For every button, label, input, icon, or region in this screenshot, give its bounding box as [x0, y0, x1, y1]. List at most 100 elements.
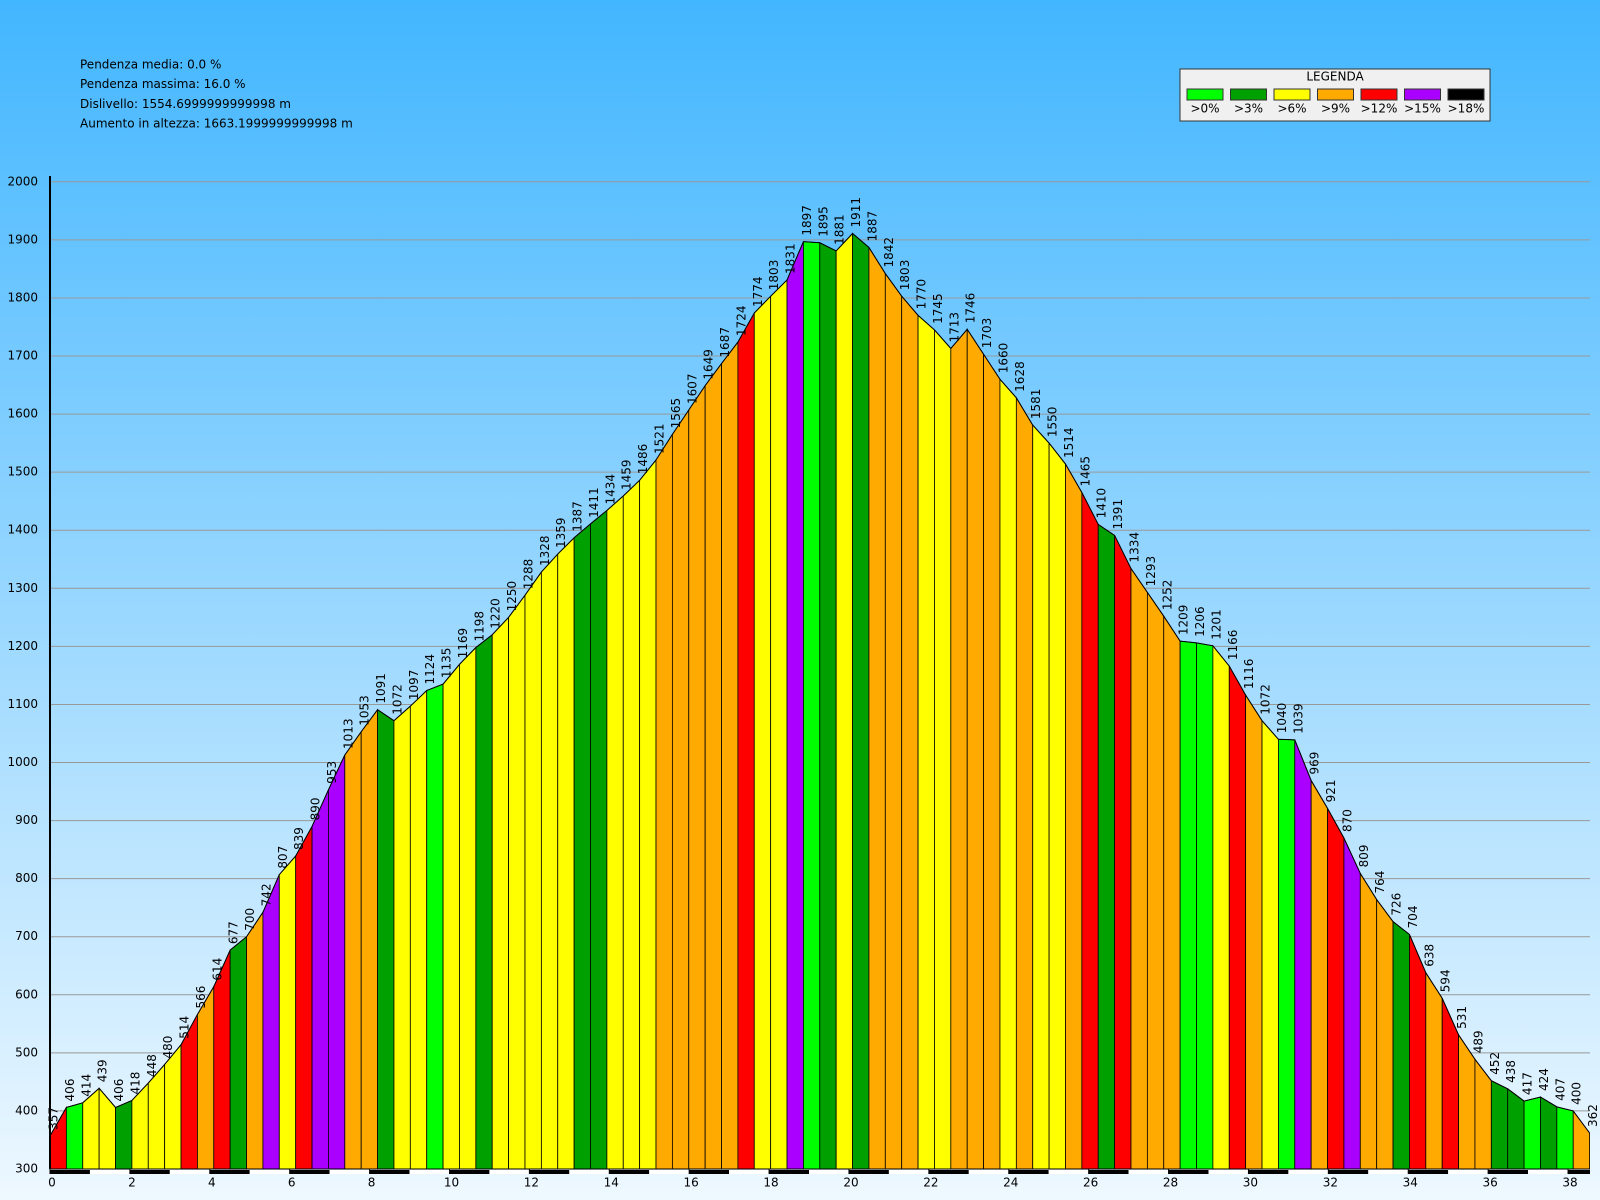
value-label: 414 — [79, 1074, 93, 1097]
value-label: 1250 — [505, 581, 519, 612]
value-label: 1565 — [669, 398, 683, 429]
legend-swatch — [1273, 88, 1311, 101]
gradient-segment — [1015, 396, 1034, 1170]
km-bar — [209, 1170, 250, 1174]
stat-text: Aumento in altezza: 1663.1999999999998 m — [80, 117, 353, 131]
value-label: 1774 — [751, 276, 765, 307]
km-bar — [649, 1170, 690, 1174]
km-bar — [89, 1170, 130, 1174]
gradient-segment — [278, 854, 297, 1170]
gradient-segment — [1376, 898, 1394, 1170]
gradient-segment — [1196, 642, 1214, 1170]
km-bar — [489, 1170, 530, 1174]
legend-swatch — [1360, 88, 1398, 101]
value-label: 514 — [178, 1016, 192, 1039]
gradient-segment — [1097, 523, 1116, 1170]
x-tick-label: 12 — [524, 1176, 539, 1190]
gradient-segment — [197, 985, 215, 1170]
gradient-segment — [475, 633, 493, 1170]
legend-label: >3% — [1234, 102, 1263, 116]
x-tick-label: 28 — [1163, 1176, 1178, 1190]
value-label: 406 — [63, 1079, 77, 1102]
x-tick-label: 16 — [684, 1176, 699, 1190]
value-label: 1410 — [1095, 488, 1109, 519]
value-label: 489 — [1471, 1030, 1485, 1053]
value-label: 969 — [1308, 752, 1322, 775]
value-label: 1072 — [1259, 684, 1273, 715]
gradient-segment — [934, 328, 952, 1170]
gradient-segment — [1359, 872, 1378, 1170]
km-bar — [1448, 1170, 1489, 1174]
legend-swatch — [1404, 88, 1441, 101]
gradient-segment — [1425, 971, 1443, 1170]
gradient-segment — [1490, 1080, 1509, 1170]
km-bar — [1528, 1170, 1569, 1174]
gradient-segment — [213, 949, 231, 1170]
gradient-segment — [1507, 1088, 1525, 1170]
gradient-segment — [622, 479, 641, 1170]
value-label: 357 — [47, 1107, 61, 1130]
gradient-segment — [786, 241, 804, 1170]
value-label: 418 — [128, 1072, 142, 1095]
value-label: 742 — [259, 883, 273, 906]
value-label: 531 — [1455, 1006, 1469, 1029]
km-bar — [529, 1170, 570, 1174]
gradient-segment — [655, 433, 673, 1170]
gradient-segment — [688, 384, 706, 1170]
gradient-segment — [590, 509, 608, 1170]
value-label: 417 — [1521, 1072, 1535, 1095]
gradient-segment — [311, 789, 329, 1170]
km-bar — [409, 1170, 450, 1174]
value-label: 704 — [1406, 905, 1420, 928]
y-tick-label: 1400 — [7, 523, 38, 537]
gradient-segment — [1212, 644, 1230, 1170]
gradient-segment — [262, 874, 280, 1170]
value-label: 1687 — [718, 327, 732, 358]
value-label: 1039 — [1291, 703, 1305, 734]
gradient-segment — [1081, 492, 1099, 1170]
km-bar — [1008, 1170, 1049, 1174]
value-label: 809 — [1357, 845, 1371, 868]
value-label: 1091 — [374, 673, 388, 704]
legend-label: >12% — [1361, 102, 1398, 116]
value-label: 406 — [112, 1079, 126, 1102]
gradient-segment — [1310, 779, 1328, 1170]
gradient-segment — [360, 708, 378, 1170]
y-tick-label: 1100 — [7, 697, 38, 711]
stat-text: Pendenza massima: 16.0 % — [80, 77, 246, 91]
x-tick-label: 2 — [128, 1176, 136, 1190]
x-tick-label: 26 — [1083, 1176, 1098, 1190]
y-tick-label: 1500 — [7, 465, 38, 479]
km-bar — [928, 1170, 969, 1174]
elevation-line — [49, 232, 1591, 1137]
gradient-segment — [65, 1102, 84, 1170]
km-bar — [169, 1170, 210, 1174]
value-label: 1660 — [996, 343, 1010, 374]
gradient-segment — [524, 570, 542, 1170]
y-tick-label: 500 — [15, 1045, 38, 1059]
value-label: 1198 — [472, 611, 486, 642]
y-tick-label: 900 — [15, 813, 38, 827]
value-label: 1201 — [1209, 609, 1223, 640]
value-label: 1072 — [390, 684, 404, 715]
gradient-segment — [344, 730, 362, 1170]
value-label: 700 — [243, 908, 257, 931]
gradient-segment — [1163, 614, 1181, 1170]
km-bar — [249, 1170, 290, 1174]
gradient-segment — [606, 495, 624, 1170]
value-label: 448 — [145, 1054, 159, 1077]
legend-swatch — [1317, 88, 1354, 101]
y-tick-label: 1300 — [7, 581, 38, 595]
legend-label: >0% — [1190, 102, 1219, 116]
x-tick-label: 0 — [48, 1176, 56, 1190]
gradient-segment — [753, 295, 772, 1170]
y-tick-label: 400 — [15, 1103, 38, 1117]
value-label: 1097 — [407, 670, 421, 701]
value-label: 1897 — [800, 205, 814, 236]
gradient-segment — [966, 327, 984, 1170]
x-tick-label: 10 — [444, 1176, 459, 1190]
y-tick-label: 600 — [15, 987, 38, 1001]
value-label: 726 — [1390, 893, 1404, 916]
y-tick-label: 1900 — [7, 232, 38, 246]
